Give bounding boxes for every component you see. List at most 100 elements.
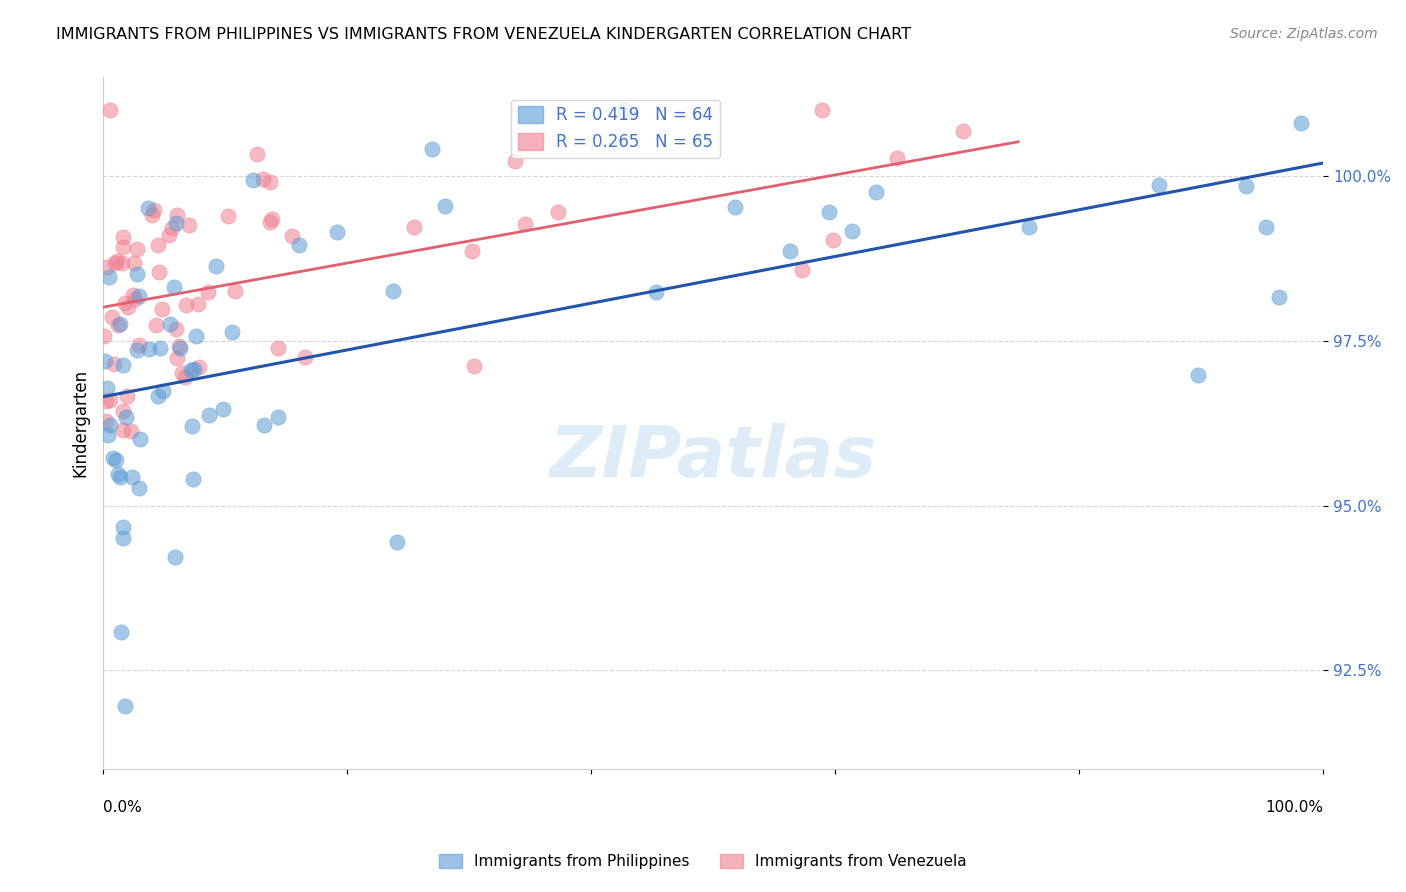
Point	[149, 342, 172, 356]
Point	[114, 296, 136, 310]
Point	[148, 264, 170, 278]
Point	[128, 432, 150, 446]
Point	[212, 402, 235, 417]
Point	[165, 216, 187, 230]
Point	[122, 288, 145, 302]
Point	[141, 208, 163, 222]
Point	[122, 256, 145, 270]
Point	[221, 326, 243, 340]
Point	[169, 341, 191, 355]
Point	[547, 205, 569, 219]
Point	[111, 423, 134, 437]
Legend: Immigrants from Philippines, Immigrants from Venezuela: Immigrants from Philippines, Immigrants …	[433, 848, 973, 875]
Point	[281, 229, 304, 244]
Point	[198, 408, 221, 422]
Point	[157, 227, 180, 242]
Point	[107, 318, 129, 333]
Point	[267, 342, 290, 356]
Point	[111, 256, 134, 270]
Point	[101, 450, 124, 465]
Point	[180, 363, 202, 377]
Point	[187, 359, 209, 374]
Point	[181, 472, 204, 486]
Y-axis label: Kindergarten: Kindergarten	[72, 369, 89, 477]
Point	[152, 302, 174, 317]
Point	[385, 534, 408, 549]
Text: ZIPatlas: ZIPatlas	[550, 424, 877, 492]
Point	[115, 410, 138, 425]
Point	[160, 221, 183, 235]
Point	[166, 351, 188, 365]
Point	[1147, 178, 1170, 192]
Point	[162, 280, 184, 294]
Point	[1254, 220, 1277, 235]
Point	[242, 173, 264, 187]
Point	[112, 358, 135, 372]
Point	[125, 243, 148, 257]
Point	[115, 389, 138, 403]
Text: Source: ZipAtlas.com: Source: ZipAtlas.com	[1230, 27, 1378, 41]
Point	[613, 103, 636, 118]
Point	[1187, 368, 1209, 383]
Point	[1268, 290, 1291, 304]
Point	[120, 424, 142, 438]
Point	[197, 285, 219, 300]
Point	[114, 699, 136, 714]
Point	[98, 393, 121, 408]
Point	[93, 329, 115, 343]
Point	[143, 203, 166, 218]
Point	[94, 353, 117, 368]
Point	[103, 255, 125, 269]
Point	[163, 550, 186, 565]
Point	[294, 350, 316, 364]
Point	[181, 418, 204, 433]
Point	[952, 124, 974, 138]
Point	[224, 284, 246, 298]
Point	[110, 624, 132, 639]
Point	[259, 215, 281, 229]
Point	[461, 244, 484, 259]
Point	[724, 200, 747, 214]
Point	[174, 298, 197, 312]
Point	[112, 240, 135, 254]
Point	[513, 217, 536, 231]
Point	[165, 322, 187, 336]
Point	[1234, 179, 1257, 194]
Point	[172, 366, 194, 380]
Legend: R = 0.419   N = 64, R = 0.265   N = 65: R = 0.419 N = 64, R = 0.265 N = 65	[512, 100, 720, 158]
Point	[136, 201, 159, 215]
Point	[103, 357, 125, 371]
Point	[792, 263, 814, 277]
Point	[111, 520, 134, 534]
Point	[645, 285, 668, 299]
Point	[246, 147, 269, 161]
Point	[121, 470, 143, 484]
Text: 100.0%: 100.0%	[1265, 799, 1323, 814]
Point	[97, 428, 120, 442]
Point	[98, 103, 121, 118]
Point	[94, 414, 117, 428]
Point	[112, 404, 135, 418]
Point	[886, 152, 908, 166]
Point	[173, 370, 195, 384]
Point	[252, 171, 274, 186]
Point	[434, 199, 457, 213]
Point	[101, 310, 124, 324]
Point	[124, 292, 146, 306]
Point	[107, 467, 129, 481]
Point	[326, 225, 349, 239]
Point	[260, 211, 283, 226]
Point	[818, 205, 841, 219]
Point	[167, 339, 190, 353]
Point	[96, 394, 118, 409]
Point	[98, 269, 121, 284]
Point	[138, 342, 160, 356]
Point	[177, 218, 200, 232]
Point	[402, 219, 425, 234]
Point	[159, 318, 181, 332]
Point	[1289, 116, 1312, 130]
Point	[128, 338, 150, 352]
Point	[96, 260, 118, 274]
Point	[166, 208, 188, 222]
Point	[108, 470, 131, 484]
